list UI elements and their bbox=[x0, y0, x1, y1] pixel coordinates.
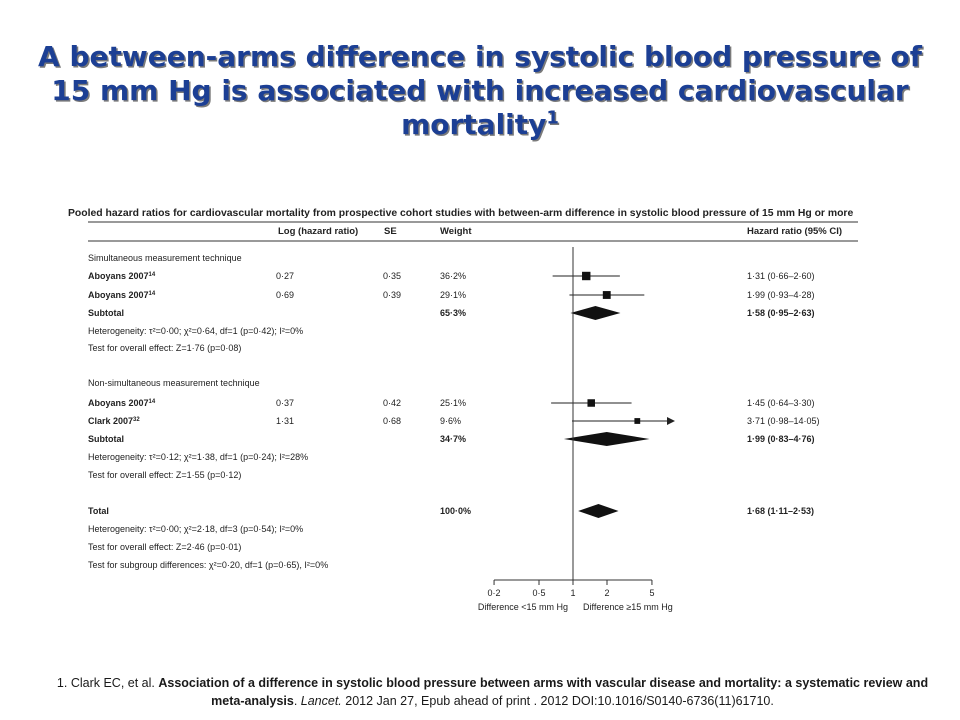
row-label-study: Aboyans 200714 bbox=[88, 271, 156, 281]
hr-ci-value: 1·31 (0·66–2·60) bbox=[747, 271, 815, 281]
se-value: 0·35 bbox=[383, 271, 401, 281]
row-label-note: Heterogeneity: τ²=0·00; χ²=0·64, df=1 (p… bbox=[88, 326, 303, 336]
row-label-header: Non-simultaneous measurement technique bbox=[88, 378, 260, 388]
hr-ci-value: 3·71 (0·98–14·05) bbox=[747, 416, 820, 426]
citation-separator: . bbox=[293, 694, 301, 708]
row-label-study: Clark 200732 bbox=[88, 416, 140, 426]
forest-rows: Simultaneous measurement technique Aboyan… bbox=[88, 253, 820, 570]
row-label-header: Simultaneous measurement technique bbox=[88, 253, 242, 263]
slide-title-text: A between-arms difference in systolic bl… bbox=[38, 40, 922, 141]
row-label-subtotal: Subtotal bbox=[88, 434, 124, 444]
x-axis-tick-label: 0·5 bbox=[532, 588, 545, 598]
se-value: 0·42 bbox=[383, 398, 401, 408]
row-label-study: Aboyans 200714 bbox=[88, 290, 156, 300]
hr-ci-value: 1·58 (0·95–2·63) bbox=[747, 308, 815, 318]
ci-arrowhead bbox=[667, 417, 675, 425]
row-label-total: Total bbox=[88, 506, 109, 516]
column-header-hr-ci: Hazard ratio (95% CI) bbox=[747, 226, 842, 237]
chart-title: Pooled hazard ratios for cardiovascular … bbox=[68, 208, 853, 219]
x-axis-tick-label: 5 bbox=[649, 588, 654, 598]
x-axis-tick-label: 1 bbox=[570, 588, 575, 598]
weight-value: 100·0% bbox=[440, 506, 471, 516]
weight-value: 25·1% bbox=[440, 398, 466, 408]
log-hr-value: 0·27 bbox=[276, 271, 294, 281]
row-label-note: Heterogeneity: τ²=0·00; χ²=2·18, df=3 (p… bbox=[88, 524, 303, 534]
pooled-estimate-diamond bbox=[578, 504, 619, 518]
hr-ci-value: 1·45 (0·64–3·30) bbox=[747, 398, 815, 408]
citation-prefix: 1. Clark EC, et al. bbox=[56, 676, 159, 690]
citation-journal: Lancet. bbox=[300, 694, 342, 708]
row-label-note: Test for overall effect: Z=2·46 (p=0·01) bbox=[88, 542, 241, 552]
study-reference: 14 bbox=[149, 272, 156, 278]
slide-title: A between-arms difference in systolic bl… bbox=[20, 40, 940, 142]
weight-value: 9·6% bbox=[440, 416, 461, 426]
column-header-weight: Weight bbox=[440, 226, 472, 237]
study-reference: 14 bbox=[149, 291, 156, 297]
pooled-estimate-diamond bbox=[563, 432, 650, 446]
log-hr-value: 0·37 bbox=[276, 398, 294, 408]
hr-ci-value: 1·99 (0·93–4·28) bbox=[747, 290, 815, 300]
point-estimate-square bbox=[602, 291, 611, 299]
x-axis-tick-label: 2 bbox=[604, 588, 609, 598]
row-label-study: Aboyans 200714 bbox=[88, 398, 156, 408]
row-label-note: Test for subgroup differences: χ²=0·20, … bbox=[88, 560, 328, 570]
citation-article-title: Association of a difference in systolic … bbox=[158, 676, 929, 708]
study-reference: 14 bbox=[149, 399, 156, 405]
x-axis-left-label: Difference <15 mm Hg bbox=[478, 602, 568, 612]
weight-value: 36·2% bbox=[440, 271, 466, 281]
weight-value: 34·7% bbox=[440, 434, 466, 444]
log-hr-value: 1·31 bbox=[276, 416, 294, 426]
title-reference-marker: 1 bbox=[546, 107, 559, 129]
row-label-note: Test for overall effect: Z=1·55 (p=0·12) bbox=[88, 470, 241, 480]
study-reference: 32 bbox=[133, 417, 140, 423]
weight-value: 29·1% bbox=[440, 290, 466, 300]
row-label-note: Test for overall effect: Z=1·76 (p=0·08) bbox=[88, 343, 241, 353]
column-header-log-hr: Log (hazard ratio) bbox=[278, 226, 358, 237]
point-estimate-square bbox=[582, 271, 591, 281]
se-value: 0·39 bbox=[383, 290, 401, 300]
se-value: 0·68 bbox=[383, 416, 401, 426]
forest-axis: 0·2 0·5 1 2 5 Difference <15 mm Hg Difference … bbox=[478, 247, 673, 612]
hr-ci-value: 1·68 (1·11–2·53) bbox=[747, 506, 814, 516]
citation-details: 2012 Jan 27, Epub ahead of print . 2012 … bbox=[341, 694, 774, 708]
hr-ci-value: 1·99 (0·83–4·76) bbox=[747, 434, 815, 444]
point-estimate-square bbox=[634, 418, 641, 424]
row-label-subtotal: Subtotal bbox=[88, 308, 124, 318]
log-hr-value: 0·69 bbox=[276, 290, 294, 300]
point-estimate-square bbox=[587, 399, 595, 407]
row-label-note: Heterogeneity: τ²=0·12; χ²=1·38, df=1 (p… bbox=[88, 452, 308, 462]
x-axis-tick-label: 0·2 bbox=[488, 588, 501, 598]
citation-footnote: 1. Clark EC, et al. Association of a dif… bbox=[40, 674, 945, 710]
x-axis-right-label: Difference ≥15 mm Hg bbox=[583, 602, 673, 612]
column-header-se: SE bbox=[384, 226, 397, 237]
pooled-estimate-diamond bbox=[570, 306, 621, 320]
weight-value: 65·3% bbox=[440, 308, 466, 318]
